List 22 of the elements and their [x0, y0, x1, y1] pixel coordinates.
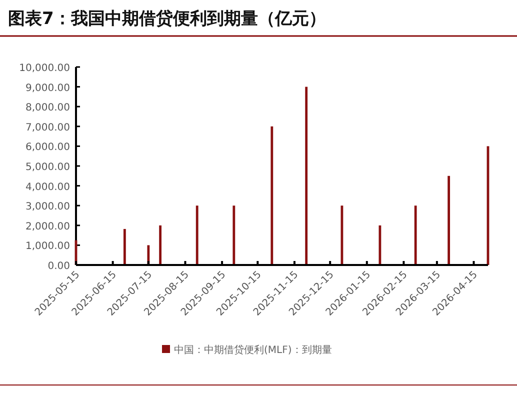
- y-tick-label: 1,000.00: [25, 241, 70, 252]
- bar: [232, 206, 236, 265]
- bar: [414, 206, 417, 265]
- y-tick-label: 4,000.00: [25, 182, 70, 193]
- bar: [123, 228, 126, 265]
- y-tick-label: 0.00: [48, 261, 70, 272]
- legend-label: 中国：中期借贷便利(MLF)：到期量: [174, 344, 332, 356]
- chart-title: 图表7：我国中期借贷便利到期量（亿元）: [8, 9, 326, 29]
- y-tick-label: 3,000.00: [25, 202, 70, 213]
- bar: [448, 176, 450, 265]
- bar: [305, 86, 308, 265]
- y-tick-label: 9,000.00: [25, 82, 70, 94]
- y-tick-label: 7,000.00: [25, 122, 70, 134]
- y-tick-label: 8,000.00: [25, 102, 70, 114]
- bar: [159, 225, 162, 265]
- bar: [270, 126, 274, 265]
- y-tick-label: 10,000.00: [19, 63, 70, 74]
- bar: [147, 245, 150, 265]
- bar: [196, 206, 198, 265]
- y-tick-label: 2,000.00: [25, 221, 70, 232]
- y-tick-label: 6,000.00: [25, 142, 70, 154]
- y-tick-label: 5,000.00: [25, 162, 70, 173]
